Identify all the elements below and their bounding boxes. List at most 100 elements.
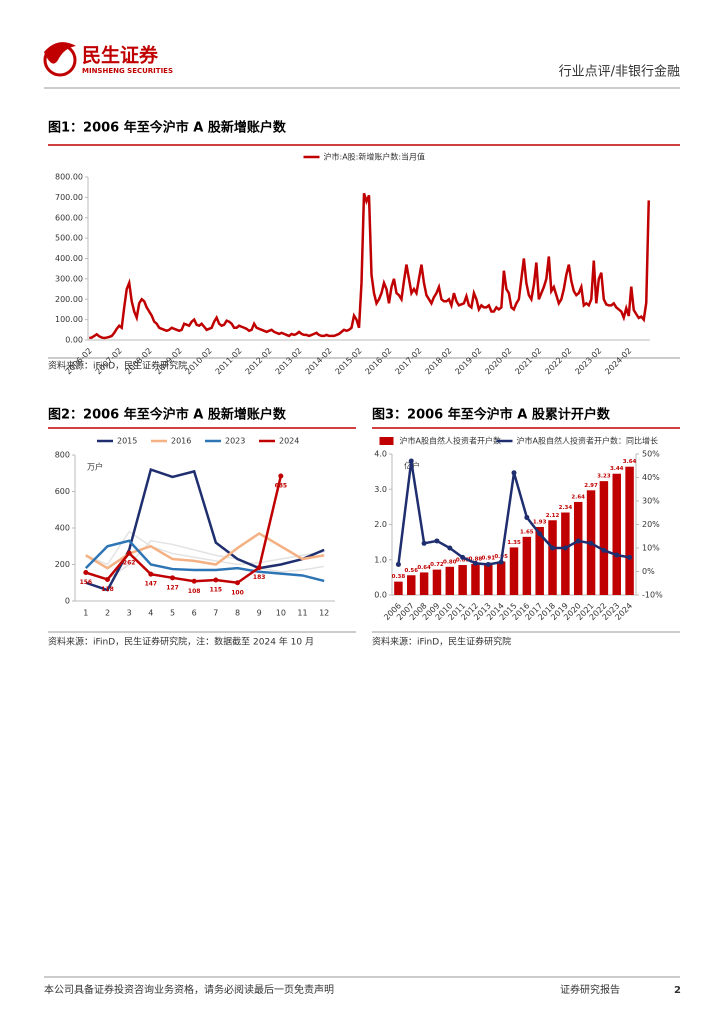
figure-title: 图1：2006 年至今沪市 A 股新增账户数 <box>48 120 287 136</box>
value-label: 0.72 <box>430 562 444 568</box>
series-line <box>84 539 325 583</box>
legend-label: 沪市A股自然人投资者开户数：同比增长 <box>517 436 658 446</box>
legend-label: 2016 <box>171 437 191 446</box>
source: 资料来源：iFinD，民生证券研究院，注：数据截至 2024 年 10 月 <box>48 636 314 648</box>
x-tick-label: 2013-02 <box>274 346 304 376</box>
value-label: 0.88 <box>469 556 483 562</box>
report-type: 证券研究报告 <box>560 983 620 996</box>
point <box>278 473 284 479</box>
y-tick-label: 0.0 <box>374 591 387 600</box>
figure-title: 图3：2006 年至今沪市 A 股累计开户数 <box>372 407 611 423</box>
bar <box>484 562 493 595</box>
point <box>575 538 581 544</box>
point <box>460 554 466 560</box>
point <box>235 580 240 586</box>
point <box>256 565 262 571</box>
y-tick-label: 800.00 <box>55 173 83 182</box>
x-tick-label: 2018-02 <box>424 346 454 376</box>
x-tick-label: 2015-02 <box>334 346 364 376</box>
value-label: 262 <box>123 560 136 567</box>
point <box>434 538 440 544</box>
bar <box>496 561 506 595</box>
legend-label: 2023 <box>225 437 245 446</box>
series-line <box>85 530 325 566</box>
bar <box>432 569 442 595</box>
point <box>148 571 154 577</box>
value-label: 3.23 <box>597 474 611 480</box>
y-unit: 万户 <box>87 462 103 472</box>
point <box>537 531 543 537</box>
x-tick-label: 2012-02 <box>244 346 274 376</box>
y-tick-label: 200 <box>55 560 70 569</box>
value-label: 100 <box>231 589 244 596</box>
page-number: 2 <box>674 985 681 996</box>
x-tick-label: 1 <box>83 609 88 618</box>
x-tick-label: 2024-02 <box>603 346 633 376</box>
point <box>614 552 620 558</box>
y-tick-label: 3.0 <box>374 485 387 494</box>
y-tick-label: 600.00 <box>55 213 83 222</box>
bar <box>535 526 544 595</box>
value-label: 156 <box>80 579 93 586</box>
bar <box>471 563 480 595</box>
point <box>498 559 504 565</box>
series-line <box>85 539 325 580</box>
point <box>408 458 414 464</box>
source: 资料来源：iFinD，民生证券研究院 <box>48 360 187 372</box>
y-tick-label: 2.0 <box>374 520 387 529</box>
point <box>601 547 607 553</box>
y-tick-label: 300.00 <box>55 274 83 283</box>
x-tick-label: 2022-02 <box>543 346 573 376</box>
legend-label: 2024 <box>279 437 299 446</box>
bar <box>394 581 403 595</box>
point <box>126 550 132 556</box>
y-tick-label: 400.00 <box>55 254 83 263</box>
point <box>588 540 594 546</box>
point <box>550 545 556 551</box>
series-line <box>89 192 651 340</box>
x-tick-label: 10 <box>276 609 286 618</box>
y2-tick-label: -10% <box>642 591 663 600</box>
value-label: 2.12 <box>546 513 560 519</box>
y-tick-label: 1.0 <box>374 555 387 564</box>
value-label: 127 <box>166 584 179 591</box>
x-tick-label: 5 <box>170 609 175 618</box>
bar <box>445 566 455 595</box>
value-label: 0.85 <box>456 558 470 564</box>
bar <box>599 481 609 595</box>
legend-label: 沪市A股自然人投资者开户数 <box>400 436 501 446</box>
x-tick-label: 2011-02 <box>214 346 244 376</box>
bar <box>625 466 634 595</box>
logo-ring <box>43 43 77 77</box>
x-tick-label: 2010-02 <box>184 346 214 376</box>
legend-label: 2015 <box>117 437 137 446</box>
x-tick-label: 2 <box>105 609 110 618</box>
x-tick-label: 6 <box>192 609 197 618</box>
y-tick-label: 100.00 <box>55 315 83 324</box>
bar <box>522 536 532 595</box>
y-tick-label: 200.00 <box>55 295 83 304</box>
category: 行业点评/非银行金融 <box>559 64 680 80</box>
bar <box>548 520 557 595</box>
value-label: 0.56 <box>404 568 418 574</box>
point <box>213 577 219 583</box>
y-tick-label: 700.00 <box>55 193 83 202</box>
value-label: 183 <box>253 574 266 581</box>
series-line <box>85 467 325 592</box>
x-tick-label: 2016-02 <box>364 346 394 376</box>
source: 资料来源：iFinD，民生证券研究院 <box>372 636 511 648</box>
point <box>524 514 530 520</box>
point <box>485 561 491 567</box>
y2-tick-label: 40% <box>642 473 660 482</box>
y2-tick-label: 0% <box>642 567 655 576</box>
value-label: 2.97 <box>584 483 598 489</box>
y-tick-label: 0 <box>65 597 70 606</box>
x-tick-label: 2021-02 <box>513 346 543 376</box>
x-tick-label: 7 <box>213 609 218 618</box>
y2-tick-label: 10% <box>642 544 660 553</box>
bar <box>407 575 416 595</box>
y2-tick-label: 30% <box>642 497 660 506</box>
value-label: 118 <box>101 586 114 593</box>
bar <box>509 547 519 595</box>
value-label: 1.35 <box>507 540 521 546</box>
